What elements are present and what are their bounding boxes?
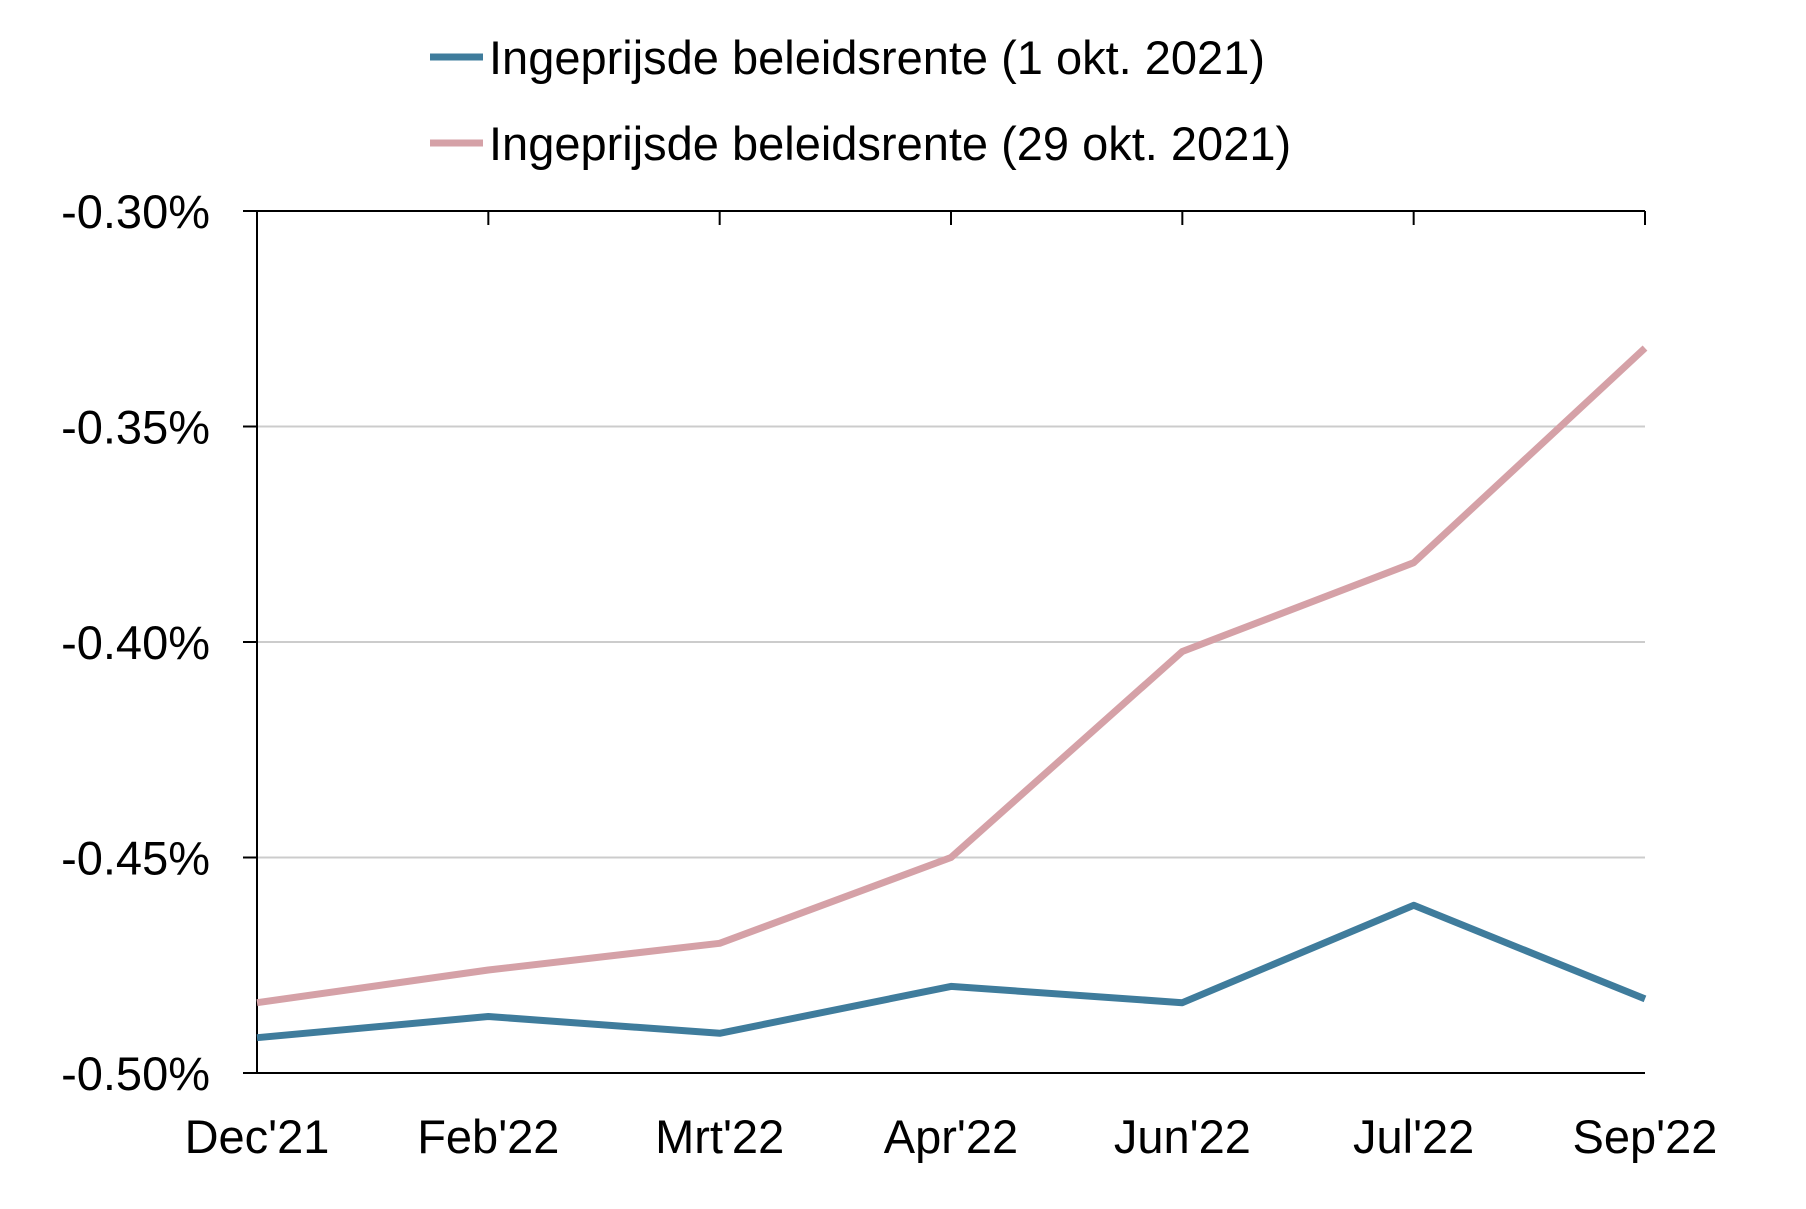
- legend: Ingeprijsde beleidsrente (1 okt. 2021) In…: [430, 31, 1291, 170]
- x-tick-label: Jul'22: [1353, 1110, 1474, 1163]
- y-tick-label: -0.30%: [61, 185, 210, 238]
- x-tick-label: Jun'22: [1114, 1110, 1251, 1163]
- y-tick-label: -0.45%: [61, 832, 210, 885]
- series-line-2: [256, 345, 1648, 1007]
- x-tick-label: Sep'22: [1573, 1110, 1718, 1163]
- tick-labels: -0.50% -0.45% -0.40% -0.35% -0.30% Dec'21 Feb'…: [61, 185, 1717, 1163]
- legend-label-1: Ingeprijsde beleidsrente (1 okt. 2021): [489, 31, 1265, 84]
- x-tick-label: Feb'22: [417, 1110, 559, 1163]
- x-tick-label: Mrt'22: [655, 1110, 784, 1163]
- axes: [243, 210, 1646, 1074]
- gridlines: [257, 210, 1645, 859]
- y-tick-label: -0.40%: [61, 616, 210, 669]
- legend-label-2: Ingeprijsde beleidsrente (29 okt. 2021): [489, 117, 1291, 170]
- series-layer: [256, 345, 1648, 1042]
- x-tick-label: Dec'21: [185, 1110, 330, 1163]
- y-tick-label: -0.50%: [61, 1047, 210, 1100]
- series-line-1: [256, 901, 1647, 1042]
- y-tick-label: -0.35%: [61, 401, 210, 454]
- x-tick-label: Apr'22: [884, 1110, 1018, 1163]
